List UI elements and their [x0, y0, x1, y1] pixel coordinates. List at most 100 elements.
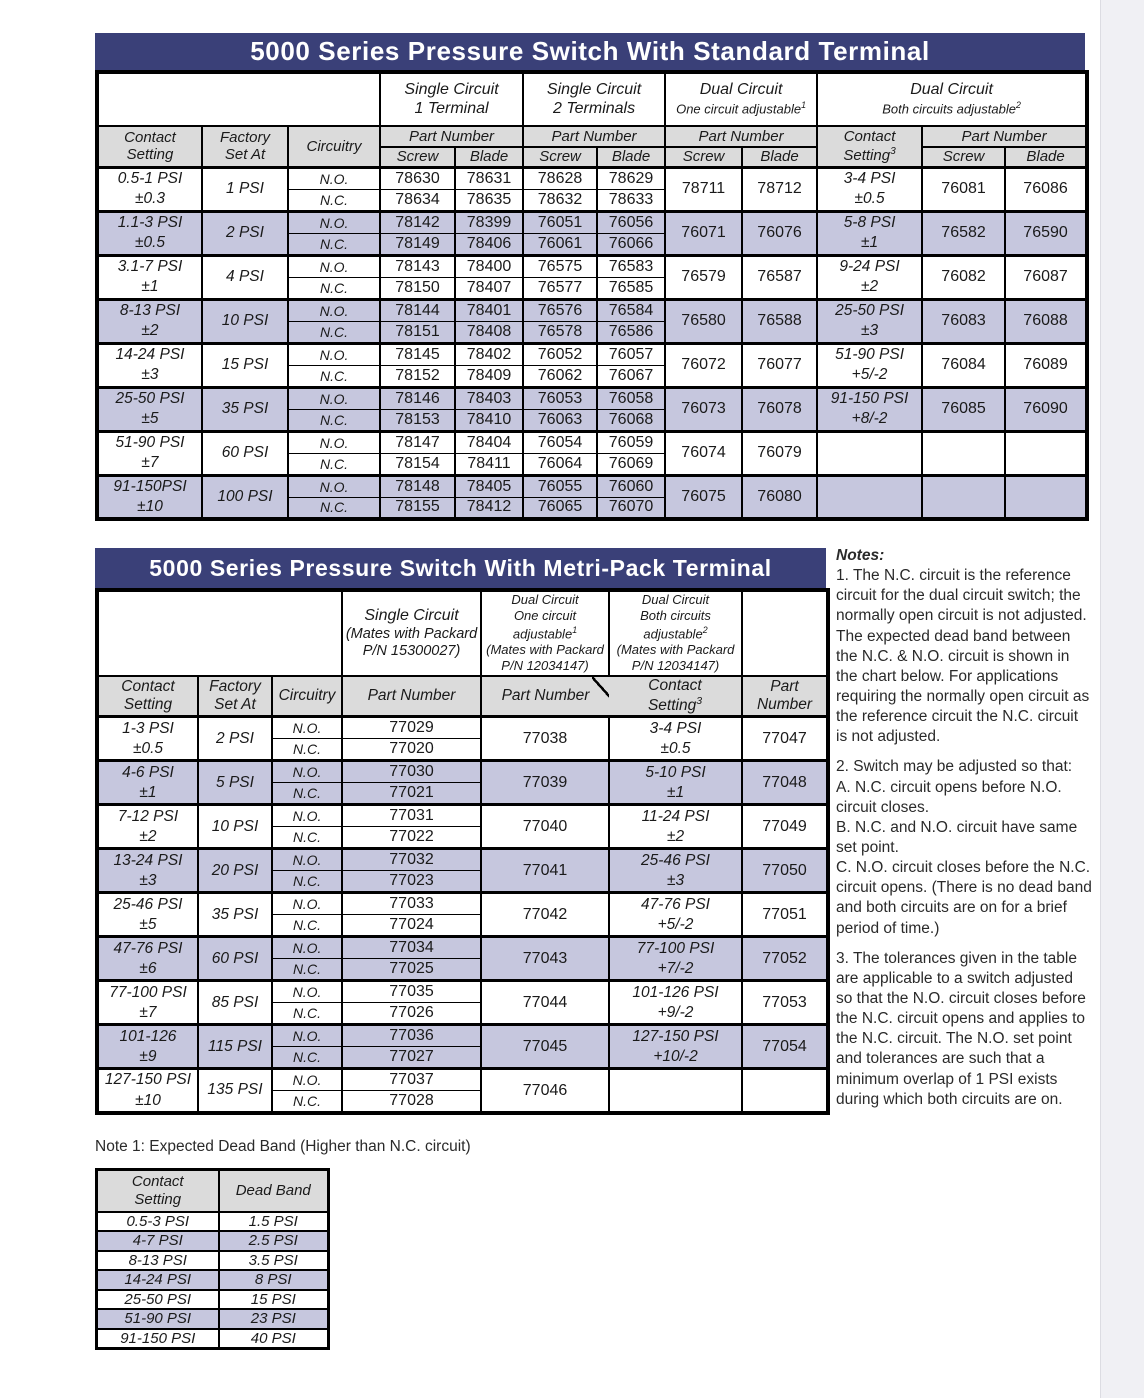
group-header-line: P/N 12034147) [501, 658, 589, 674]
part-number-cell: 77034 [341, 935, 483, 960]
contact-setting-cell: 4-7 PSI [95, 1230, 220, 1252]
contact-setting3-cell: 25-50 PSI ±3 [816, 297, 924, 345]
table-row: 25-46 PSI ±5 35 PSI N.O. 77033 77042 47-76 PS… [96, 891, 830, 938]
factory-set-at-cell: 115 PSI [197, 1023, 273, 1070]
circuitry-no-cell: N.O. [286, 297, 382, 322]
factory-set-at-cell: 15 PSI [201, 341, 289, 389]
contact-setting3-cell: 127-150 PSI +10/-2 [608, 1023, 744, 1070]
part-number-cell: 78143 [379, 253, 457, 278]
contact-setting3-cell [816, 473, 924, 521]
contact-setting-cell: 8-13 PSI [95, 1249, 220, 1271]
dual1-part-number-cell: 77044 [480, 979, 611, 1026]
part-number-cell: 78150 [379, 276, 457, 301]
part-number-header: Part Number [341, 674, 483, 718]
group-header-line: Dual Circuit [641, 592, 710, 607]
contact-setting-cell: 14-24 PSI [95, 1269, 220, 1291]
contact-setting-cell: 51-90 PSI ±7 [96, 429, 203, 477]
factory-set-at-cell: 10 PSI [201, 297, 289, 345]
table-row: N.C. 77028 [97, 1090, 828, 1114]
dual2-blade-cell: 76590 [1004, 209, 1089, 257]
factory-set-at-cell: 5 PSI [197, 759, 273, 806]
circuitry-no-cell: N.O. [270, 715, 344, 740]
part-number-cell: 76055 [522, 473, 599, 498]
t1-single-1-terminal-header: Single Circuit 1 Terminal [379, 71, 525, 127]
factory-set-at-cell: 2 PSI [197, 715, 273, 762]
part-number-cell: 77027 [341, 1046, 483, 1070]
part-number-cell: 76051 [522, 209, 599, 234]
group-header-line: 2 Terminals [552, 99, 636, 117]
part-number-cell: 77030 [341, 759, 483, 784]
t2-dual-both-adjustable-header: Dual Circuit Both circuits adjustable2 (… [608, 589, 744, 677]
note-1-text: 1. The N.C. circuit is the reference cir… [836, 567, 1090, 746]
dead-band-cell: 3.5 PSI [217, 1249, 330, 1271]
t1-dual-both-adjustable-header: Dual Circuit Both circuits adjustable2 [816, 71, 1089, 127]
part-number-cell: 76059 [596, 429, 667, 454]
t1-subheader-row: Contact Setting Factory Set At Circuitry… [96, 124, 1089, 169]
t2-single-circuit-header: Single Circuit (Mates with Packard P/N 1… [341, 589, 483, 677]
group-header-line: Both circuits adjustable2 [640, 608, 711, 641]
table-row: 0.5-1 PSI ±0.3 1 PSI N.O. 78630 78631 78628 78… [96, 165, 1089, 213]
dual2-part-number-cell: 77051 [741, 891, 830, 938]
part-number-cell: 76578 [522, 320, 599, 345]
table-row: 25-50 PSI ±5 35 PSI N.O. 78146 78403 76053 760… [96, 385, 1089, 433]
dual1-part-number-cell: 77043 [480, 935, 611, 982]
table-row: 91-150PSI ±10 100 PSI N.O. 78148 78405 76055 7… [96, 473, 1089, 521]
factory-set-at-cell: 100 PSI [201, 473, 289, 521]
table-row: 14-24 PSI 8 PSI [95, 1269, 330, 1291]
notes-section: Notes: 1. The N.C. circuit is the refere… [836, 546, 1093, 1120]
dual1-part-number-cell: 77042 [480, 891, 611, 938]
group-header-line: Single Circuit [364, 606, 459, 624]
dead-band-caption: Note 1: Expected Dead Band (Higher than … [95, 1138, 471, 1155]
contact-setting3-cell: 11-24 PSI ±2 [608, 803, 744, 850]
circuitry-nc-cell: N.C. [286, 276, 382, 301]
part-number-cell: 78631 [454, 165, 525, 190]
circuitry-no-cell: N.O. [286, 209, 382, 234]
circuitry-nc-cell: N.C. [270, 870, 344, 894]
part-number-cell: 78145 [379, 341, 457, 366]
standard-terminal-table: Single Circuit 1 Terminal Single Circuit… [95, 70, 1090, 522]
group-header-line: One circuit adjustable1 [512, 608, 578, 641]
contact-setting-cell: 25-50 PSI ±5 [96, 385, 203, 433]
part-number-cell: 77037 [341, 1067, 483, 1092]
part-number-cell: 77032 [341, 847, 483, 872]
part-number-cell: 78406 [454, 232, 525, 257]
part-number-cell: 76068 [596, 408, 667, 433]
part-number-cell: 78412 [454, 496, 525, 521]
table-row: 3.1-7 PSI ±1 4 PSI N.O. 78143 78400 76575 7658… [96, 253, 1089, 301]
table-row: 25-50 PSI 15 PSI [95, 1288, 330, 1310]
factory-set-at-cell: 35 PSI [201, 385, 289, 433]
contact-setting-cell: 14-24 PSI ±3 [96, 341, 203, 389]
standard-terminal-title: 5000 Series Pressure Switch With Standar… [95, 33, 1085, 70]
part-number-header: Part Number [522, 125, 667, 148]
part-number-cell: 78410 [454, 408, 525, 433]
table-row: 101-126 ±9 115 PSI N.O. 77036 77045 127-150 P… [96, 1023, 830, 1070]
dual2-blade-cell [1004, 473, 1089, 521]
part-number-cell: 78144 [379, 297, 457, 322]
part-number-cell: 76577 [522, 276, 599, 301]
circuitry-nc-cell: N.C. [286, 320, 382, 345]
part-number-cell: 78142 [379, 209, 457, 234]
dual2-screw-cell: 76582 [921, 209, 1007, 257]
part-number-cell: 77021 [341, 782, 483, 806]
circuitry-no-cell: N.O. [286, 473, 382, 498]
contact-setting-cell: 13-24 PSI ±3 [96, 847, 199, 894]
contact-setting-cell: 7-12 PSI ±2 [96, 803, 199, 850]
part-number-cell: 76584 [596, 297, 667, 322]
dual1-screw-cell: 76075 [664, 473, 744, 521]
dual2-screw-cell: 76085 [921, 385, 1007, 433]
factory-set-at-cell: 4 PSI [201, 253, 289, 301]
dual2-blade-cell: 76087 [1004, 253, 1089, 301]
table-row: 77-100 PSI ±7 85 PSI N.O. 77035 77044 101-126… [96, 979, 830, 1026]
contact-setting3-cell: 47-76 PSI +5/-2 [608, 891, 744, 938]
contact-setting-cell: 91-150PSI ±10 [96, 473, 203, 521]
dual1-screw-cell: 76071 [664, 209, 744, 257]
table-row: 51-90 PSI 23 PSI [95, 1308, 330, 1330]
dual1-part-number-cell: 77040 [480, 803, 611, 850]
dual2-blade-cell: 76086 [1004, 165, 1089, 213]
part-number-cell: 76575 [522, 253, 599, 278]
part-number-cell: 76585 [596, 276, 667, 301]
contact-setting-cell: 1-3 PSI ±0.5 [96, 715, 199, 762]
part-number-cell: 78408 [454, 320, 525, 345]
circuitry-header: Circuitry [270, 674, 344, 718]
dual2-screw-cell: 76084 [921, 341, 1007, 389]
